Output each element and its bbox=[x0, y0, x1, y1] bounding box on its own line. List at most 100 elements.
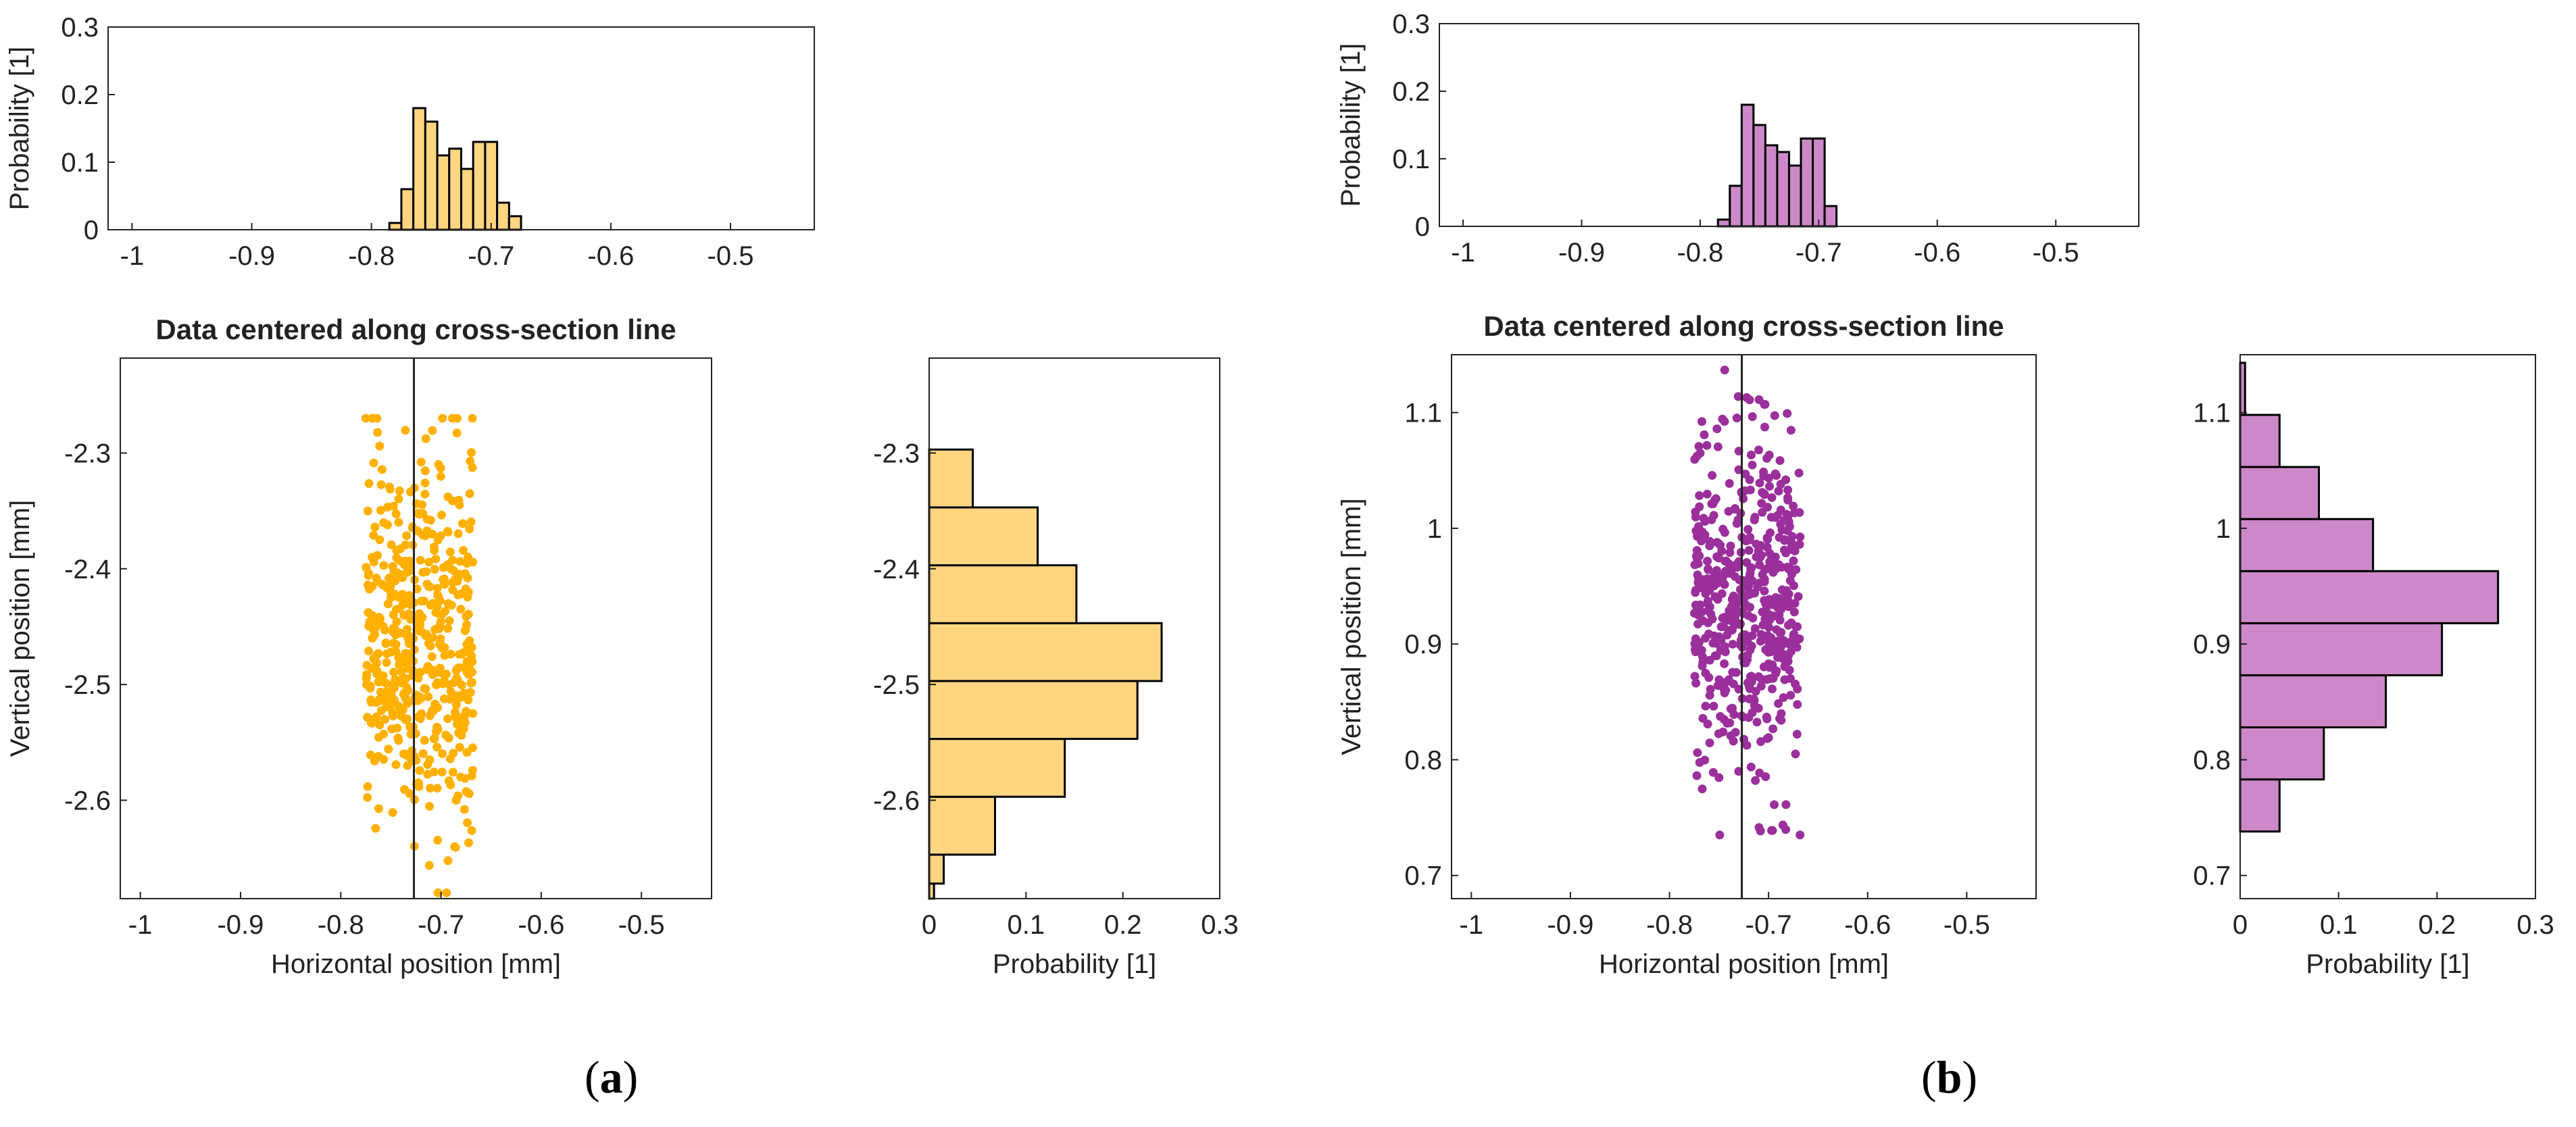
data-point bbox=[374, 804, 383, 813]
y-tick-label: 0.7 bbox=[1404, 861, 1442, 891]
data-point bbox=[1739, 494, 1748, 503]
data-point bbox=[1754, 445, 1764, 455]
data-point bbox=[416, 457, 426, 467]
data-point bbox=[1708, 768, 1718, 777]
scatter-plot: -1 -0.9 -0.8 -0.7 -0.6 -0.5 0.7 0.8 0.9 1 1.1 Data … bbox=[1337, 310, 2037, 979]
hist-bar bbox=[424, 120, 439, 231]
y-axis-label: Probability [1] bbox=[5, 47, 34, 210]
hist-bar bbox=[928, 622, 1163, 682]
y-tick-label: -2.3 bbox=[873, 439, 920, 468]
data-point bbox=[455, 743, 464, 752]
data-point bbox=[1728, 703, 1737, 713]
data-point bbox=[394, 494, 403, 503]
data-point bbox=[437, 510, 447, 520]
data-point bbox=[374, 612, 384, 622]
x-tick-label: -0.7 bbox=[468, 241, 514, 271]
data-point bbox=[375, 535, 385, 545]
data-point bbox=[1707, 515, 1716, 524]
data-point bbox=[448, 768, 457, 777]
hist-bar bbox=[412, 107, 426, 231]
data-point bbox=[1768, 826, 1777, 835]
data-point bbox=[443, 528, 453, 537]
data-point bbox=[428, 633, 438, 643]
data-point bbox=[1747, 641, 1756, 651]
data-point bbox=[418, 749, 428, 758]
data-point bbox=[1781, 800, 1791, 809]
x-axis-label: Probability [1] bbox=[2306, 949, 2469, 979]
data-point bbox=[1744, 546, 1754, 555]
data-point bbox=[1764, 595, 1774, 604]
data-point bbox=[454, 495, 464, 505]
data-point bbox=[366, 684, 375, 693]
data-point bbox=[464, 838, 474, 847]
data-point bbox=[1767, 684, 1777, 694]
data-point bbox=[1701, 701, 1710, 711]
data-point bbox=[453, 791, 463, 801]
data-point bbox=[1793, 592, 1803, 601]
data-point bbox=[363, 793, 372, 802]
data-point bbox=[424, 861, 434, 870]
hist-bar bbox=[928, 564, 1078, 624]
data-point bbox=[1781, 475, 1791, 484]
side-histogram: 0 0.1 0.2 0.3 0.7 0.8 0.9 1 1.1 Probability [1] bbox=[2193, 354, 2554, 979]
data-point bbox=[1690, 672, 1700, 681]
data-point bbox=[1701, 668, 1710, 678]
data-point bbox=[1783, 485, 1793, 495]
data-point bbox=[1706, 609, 1716, 619]
data-point bbox=[446, 780, 455, 790]
data-point bbox=[376, 480, 386, 489]
data-point bbox=[1772, 597, 1781, 606]
data-point bbox=[391, 760, 401, 770]
data-point bbox=[435, 638, 445, 648]
data-point bbox=[1702, 441, 1712, 450]
data-point bbox=[1741, 658, 1750, 668]
data-point bbox=[1762, 533, 1772, 543]
data-point bbox=[1779, 545, 1789, 555]
data-point bbox=[1770, 800, 1779, 809]
data-point bbox=[467, 826, 476, 835]
data-point bbox=[1712, 566, 1721, 575]
hist-bar bbox=[1823, 205, 1838, 228]
data-point bbox=[1705, 738, 1714, 747]
data-point bbox=[420, 478, 430, 488]
data-point bbox=[1735, 620, 1745, 629]
data-point bbox=[405, 556, 414, 566]
data-point bbox=[1758, 607, 1767, 617]
data-point bbox=[1726, 541, 1735, 551]
data-point bbox=[1759, 468, 1768, 477]
data-point bbox=[467, 643, 476, 652]
data-point bbox=[461, 569, 470, 578]
data-point bbox=[445, 754, 455, 763]
data-point bbox=[389, 668, 399, 677]
data-point bbox=[1727, 611, 1736, 620]
data-point bbox=[1767, 493, 1777, 502]
x-tick-label: -1 bbox=[1451, 238, 1475, 268]
data-point bbox=[1757, 499, 1766, 508]
data-point bbox=[373, 428, 382, 437]
data-point bbox=[1718, 524, 1728, 534]
y-tick-label: 1 bbox=[1427, 514, 1442, 544]
data-point bbox=[394, 736, 403, 745]
data-point bbox=[1777, 585, 1787, 595]
data-point bbox=[1745, 694, 1754, 703]
data-point bbox=[431, 554, 441, 564]
data-point bbox=[406, 600, 416, 609]
data-point bbox=[432, 584, 442, 593]
data-point bbox=[394, 518, 403, 527]
data-point bbox=[421, 684, 430, 694]
data-point bbox=[1760, 422, 1770, 432]
data-point bbox=[1739, 734, 1749, 744]
data-point bbox=[424, 692, 433, 701]
data-point bbox=[1746, 564, 1756, 573]
data-point bbox=[1785, 522, 1794, 531]
data-point bbox=[434, 459, 443, 469]
x-tick-label: -1 bbox=[120, 241, 145, 271]
data-point bbox=[393, 724, 402, 733]
data-point bbox=[464, 695, 473, 705]
data-point bbox=[368, 664, 377, 674]
x-tick-label: -0.8 bbox=[1646, 910, 1693, 940]
hist-bar bbox=[928, 506, 1039, 567]
data-point bbox=[1697, 417, 1706, 426]
y-tick-label: 0.8 bbox=[1404, 745, 1442, 775]
data-point bbox=[1748, 412, 1757, 422]
